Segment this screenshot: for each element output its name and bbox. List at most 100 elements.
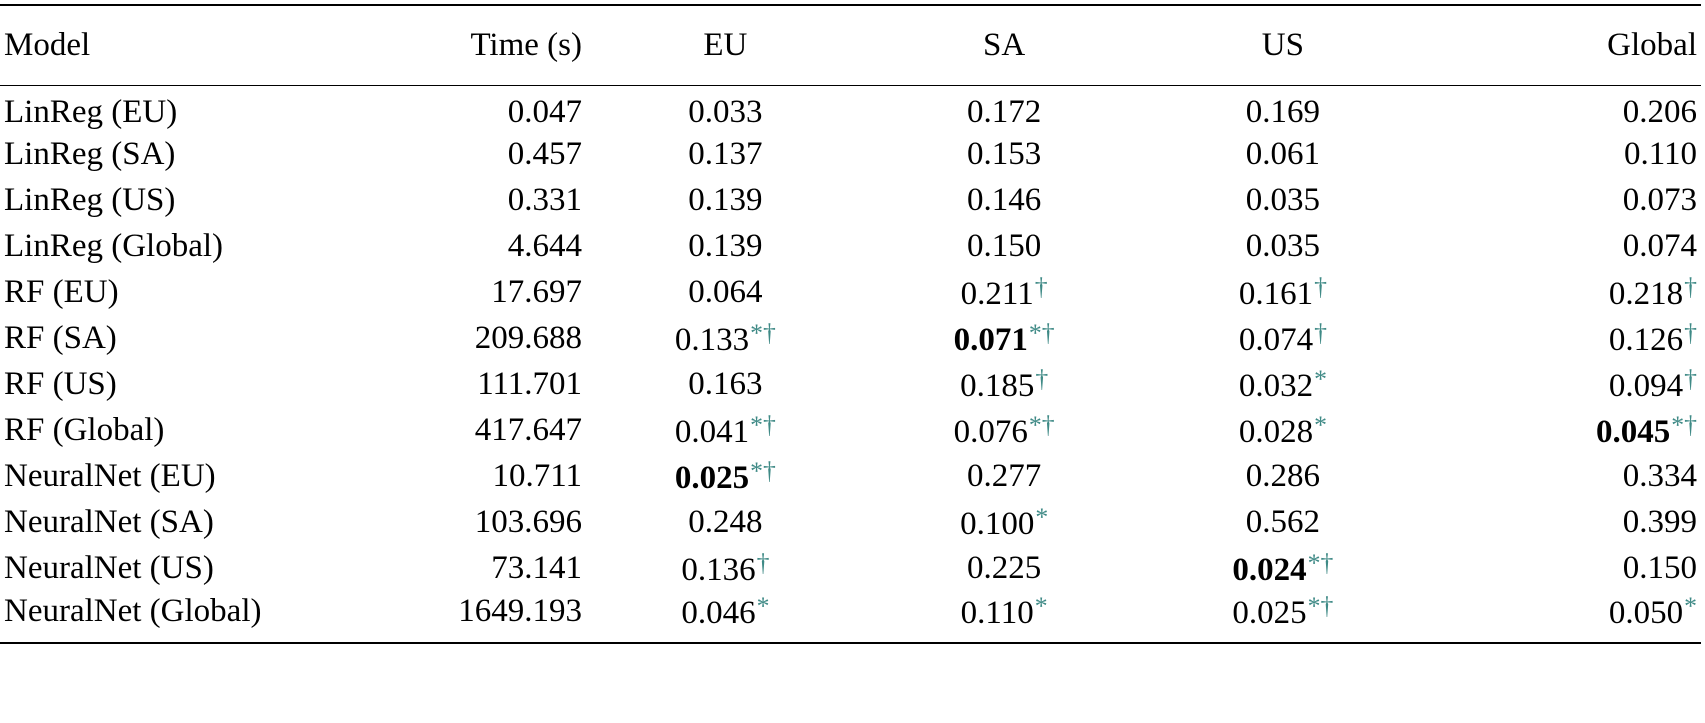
cell-value: 0.126 (1608, 321, 1684, 358)
cell-global: 0.110 (1422, 131, 1701, 177)
cell-value: 0.045 (1596, 413, 1671, 450)
cell-model: LinReg (SA) (4, 135, 176, 172)
cell-global: 0.126† (1422, 315, 1701, 361)
significance-marker: * (1684, 591, 1697, 620)
cell-sa: 0.076*† (865, 407, 1144, 453)
significance-marker: *† (750, 317, 776, 347)
header-model: Model (4, 26, 91, 63)
table-body: LinReg (EU) 0.047 0.033 0.172 0.169 0.206 LinR… (0, 85, 1701, 643)
header-global: Global (1607, 26, 1697, 63)
cell-global: 0.094† (1422, 361, 1701, 407)
cell-time: 0.457 (507, 135, 582, 172)
significance-marker: * (756, 591, 770, 620)
significance-marker: † (1684, 271, 1697, 301)
cell-value: 0.110 (960, 595, 1034, 631)
cell-sa: 0.211† (865, 269, 1144, 315)
cell-global: 0.218† (1422, 269, 1701, 315)
cell-value: 0.150 (967, 227, 1042, 264)
cell-sa: 0.100* (865, 499, 1144, 545)
cell-sa: 0.277 (865, 453, 1144, 499)
cell-us: 0.035 (1144, 223, 1423, 269)
cell-eu: 0.163 (586, 361, 865, 407)
cell-value: 0.146 (967, 181, 1042, 218)
cell-value: 0.206 (1622, 93, 1697, 130)
cell-value: 0.061 (1245, 135, 1320, 172)
results-table: Model Time (s) EU SA US Global LinReg (E… (0, 4, 1701, 644)
cell-model: RF (EU) (4, 273, 119, 310)
table-header: Model Time (s) EU SA US Global (0, 5, 1701, 85)
cell-us: 0.025*† (1144, 591, 1423, 643)
cell-value: 0.094 (1608, 367, 1684, 404)
cell-value: 0.139 (688, 227, 763, 264)
table-row: NeuralNet (SA) 103.696 0.248 0.100* 0.562 0.3… (0, 499, 1701, 545)
cell-value: 0.133 (674, 321, 750, 358)
cell-eu: 0.248 (586, 499, 865, 545)
cell-model: NeuralNet (US) (4, 549, 214, 586)
cell-value: 0.074 (1238, 321, 1314, 358)
cell-time: 4.644 (507, 227, 582, 264)
cell-us: 0.032* (1144, 361, 1423, 407)
cell-global: 0.050* (1422, 591, 1701, 643)
cell-global: 0.073 (1422, 177, 1701, 223)
significance-marker: † (1684, 363, 1697, 393)
cell-sa: 0.185† (865, 361, 1144, 407)
significance-marker: † (1314, 271, 1327, 301)
cell-value: 0.218 (1608, 275, 1684, 312)
cell-us: 0.169 (1144, 85, 1423, 131)
cell-value: 0.211 (960, 275, 1034, 312)
cell-value: 0.035 (1245, 227, 1320, 264)
header-eu: EU (703, 26, 748, 63)
cell-value: 0.334 (1622, 457, 1697, 494)
cell-value: 0.163 (688, 365, 763, 402)
cell-value: 0.110 (1623, 135, 1697, 172)
cell-time: 103.696 (474, 503, 582, 540)
cell-sa: 0.172 (865, 85, 1144, 131)
cell-value: 0.139 (688, 181, 763, 218)
cell-value: 0.033 (688, 93, 763, 130)
cell-value: 0.286 (1245, 457, 1320, 494)
table-row: LinReg (US) 0.331 0.139 0.146 0.035 0.073 (0, 177, 1701, 223)
cell-value: 0.025 (674, 459, 750, 496)
cell-us: 0.286 (1144, 453, 1423, 499)
cell-us: 0.161† (1144, 269, 1423, 315)
cell-model: RF (SA) (4, 319, 117, 356)
header-time: Time (s) (470, 26, 582, 63)
table-row: LinReg (SA) 0.457 0.137 0.153 0.061 0.110 (0, 131, 1701, 177)
cell-value: 0.136 (681, 551, 756, 588)
table-row: LinReg (EU) 0.047 0.033 0.172 0.169 0.206 (0, 85, 1701, 131)
cell-us: 0.035 (1144, 177, 1423, 223)
cell-model: NeuralNet (Global) (4, 593, 262, 629)
cell-value: 0.025 (1232, 595, 1307, 631)
cell-value: 0.028 (1238, 413, 1314, 450)
table-row: RF (EU) 17.697 0.064 0.211† 0.161† 0.218† (0, 269, 1701, 315)
cell-model: LinReg (US) (4, 181, 176, 218)
significance-marker: *† (1307, 591, 1334, 620)
significance-marker: * (1035, 501, 1049, 531)
cell-us: 0.028* (1144, 407, 1423, 453)
cell-eu: 0.046* (586, 591, 865, 643)
cell-value: 0.161 (1238, 275, 1314, 312)
cell-value: 0.562 (1245, 503, 1320, 540)
cell-time: 17.697 (491, 273, 582, 310)
significance-marker: *† (750, 409, 776, 439)
cell-value: 0.064 (688, 273, 763, 310)
cell-model: RF (US) (4, 365, 117, 402)
cell-eu: 0.139 (586, 177, 865, 223)
cell-model: LinReg (EU) (4, 93, 178, 130)
cell-time: 111.701 (477, 365, 582, 402)
significance-marker: * (1314, 363, 1327, 393)
cell-time: 0.047 (507, 93, 582, 130)
cell-time: 73.141 (491, 549, 582, 586)
cell-eu: 0.133*† (586, 315, 865, 361)
cell-sa: 0.146 (865, 177, 1144, 223)
cell-model: RF (Global) (4, 411, 165, 448)
cell-us: 0.562 (1144, 499, 1423, 545)
cell-eu: 0.064 (586, 269, 865, 315)
cell-global: 0.074 (1422, 223, 1701, 269)
cell-value: 0.225 (967, 549, 1042, 586)
cell-eu: 0.137 (586, 131, 865, 177)
cell-eu: 0.025*† (586, 453, 865, 499)
cell-time: 0.331 (507, 181, 582, 218)
cell-global: 0.150 (1422, 545, 1701, 591)
